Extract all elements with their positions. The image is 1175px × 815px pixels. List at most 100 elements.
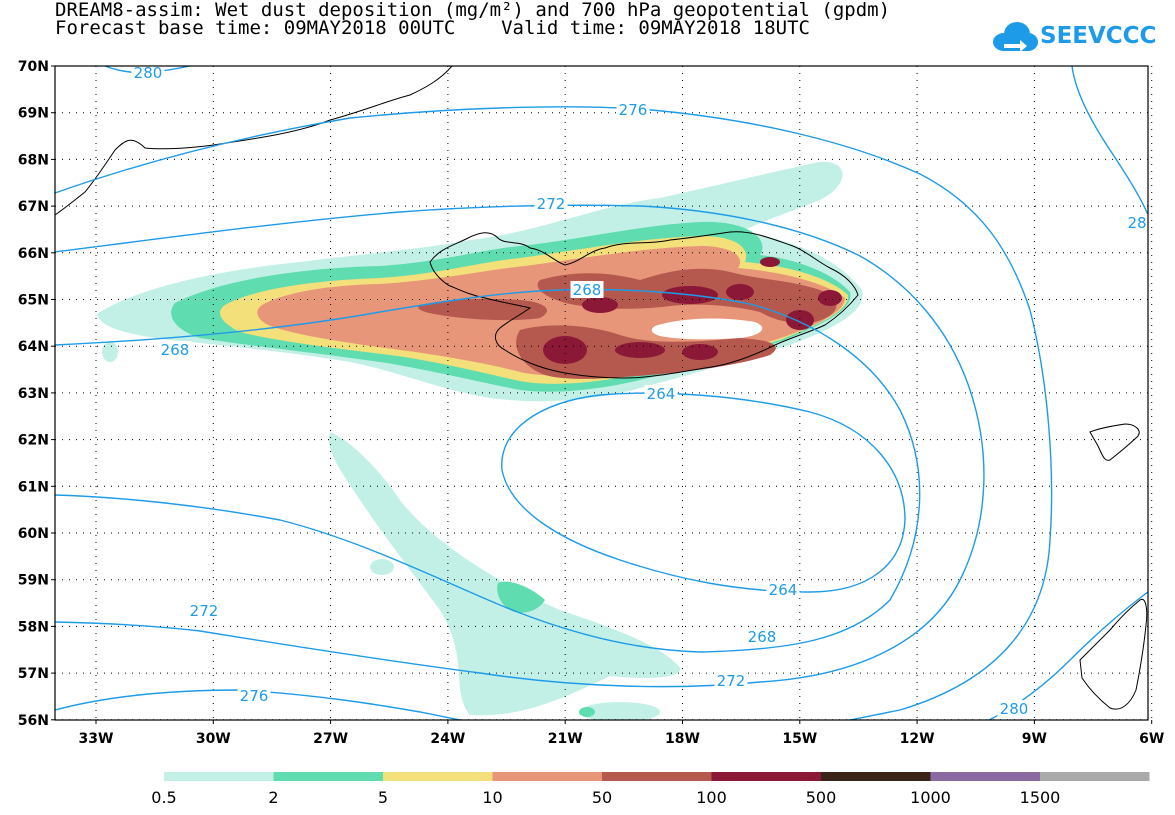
colorbar-label: 2 — [268, 788, 278, 807]
lat-label: 62N — [18, 433, 49, 449]
lat-label: 63N — [18, 386, 49, 402]
dust-deposition-field — [97, 161, 863, 720]
greenland-coast — [55, 66, 453, 216]
lat-label: 56N — [18, 713, 49, 729]
contour-label: 264 — [647, 385, 676, 403]
contour-280-east — [1071, 66, 1148, 216]
lat-label: 69N — [18, 106, 49, 122]
contour-label-bg — [766, 581, 800, 598]
lat-label: 68N — [18, 152, 49, 168]
dust-patch-green — [497, 581, 545, 613]
dust-plume-south — [329, 432, 681, 716]
contour-label: 268 — [573, 281, 602, 299]
colorbar-label: 500 — [806, 788, 837, 807]
lon-label: 18W — [665, 731, 700, 747]
lat-label: 61N — [18, 479, 49, 495]
colorbar-label: 100 — [696, 788, 727, 807]
contour-label-bg — [745, 628, 779, 645]
colorbar-label: 50 — [592, 788, 612, 807]
longitude-axis: 33W 30W 27W 24W 21W 18W 15W 12W 9W 6W — [79, 720, 1164, 747]
lat-label: 67N — [18, 199, 49, 215]
map-title: DREAM8-assim: Wet dust deposition (mg/m²… — [55, 0, 891, 21]
contour-label-bg — [1125, 214, 1149, 231]
coastlines — [55, 66, 1148, 710]
contour-268 — [55, 288, 921, 653]
cloud-icon — [993, 22, 1038, 52]
contour-label: 276 — [619, 101, 648, 119]
contour-label-bg — [714, 672, 748, 689]
contour-label-bg — [997, 700, 1031, 717]
contour-label-bg — [131, 64, 165, 81]
colorbar-swatch — [164, 772, 274, 781]
dust-core — [615, 342, 665, 358]
contour-label-bg — [644, 385, 678, 402]
dust-patch-green — [579, 707, 595, 717]
colorbar-swatch — [821, 772, 931, 781]
contour-264 — [501, 392, 906, 593]
lat-label: 70N — [18, 59, 49, 75]
contour-272-south — [55, 689, 464, 720]
map-subtitle: Forecast base time: 09MAY2018 00UTC Vali… — [55, 17, 810, 39]
scotland-coast — [1079, 598, 1148, 710]
contour-label: 268 — [748, 628, 777, 646]
lon-label: 9W — [1022, 731, 1047, 747]
seevccc-logo: SEEVCCC — [990, 20, 1156, 56]
lon-label: 21W — [548, 731, 583, 747]
contour-label: 28 — [1127, 214, 1146, 232]
contour-label-bg — [616, 101, 650, 118]
lat-label: 58N — [18, 619, 49, 635]
lon-label: 24W — [430, 731, 465, 747]
contour-label: 268 — [161, 341, 190, 359]
colorbar-label: 0.5 — [151, 788, 176, 807]
contour-label: 276 — [240, 687, 269, 705]
contour-label: 272 — [717, 672, 746, 690]
colorbar-swatch — [602, 772, 712, 781]
dust-patch — [102, 342, 118, 362]
colorbar: 0.5 2 5 10 50 100 500 1000 1500 — [151, 772, 1150, 807]
colorbar-label: 5 — [378, 788, 388, 807]
lat-label: 57N — [18, 666, 49, 682]
dust-core — [543, 336, 587, 364]
dust-core — [582, 297, 618, 313]
dust-patch — [370, 559, 394, 575]
dust-core — [726, 284, 754, 300]
lon-label: 27W — [313, 731, 348, 747]
logo-text: SEEVCCC — [1040, 23, 1157, 49]
dust-core — [818, 290, 842, 306]
lat-label: 65N — [18, 293, 49, 309]
contour-label: 272 — [190, 602, 219, 620]
lon-label: 15W — [782, 731, 817, 747]
colorbar-label: 1000 — [910, 788, 951, 807]
contour-labels: 280 276 272 268 268 264 264 268 272 272 276 280 28 — [131, 64, 1149, 718]
contour-276 — [55, 106, 1053, 720]
contour-label-bg — [237, 687, 271, 704]
contour-label-bg — [187, 602, 221, 619]
dust-free-gap — [651, 318, 763, 340]
colorbar-swatch — [711, 772, 821, 781]
contour-label: 272 — [537, 195, 566, 213]
colorbar-label: 10 — [482, 788, 502, 807]
lon-label: 33W — [79, 731, 114, 747]
faroe-coast — [1089, 423, 1140, 461]
contour-label: 280 — [1000, 700, 1029, 718]
lat-label: 64N — [18, 339, 49, 355]
contour-272 — [55, 204, 985, 688]
contour-label: 264 — [769, 581, 798, 599]
colorbar-swatch — [1040, 772, 1150, 781]
lon-label: 30W — [196, 731, 231, 747]
colorbar-swatch — [273, 772, 383, 781]
contour-label-bg — [158, 341, 192, 358]
contour-label-bg — [570, 281, 604, 298]
lon-label: 6W — [1139, 731, 1164, 747]
lat-label: 59N — [18, 573, 49, 589]
colorbar-swatch — [383, 772, 493, 781]
lon-label: 12W — [900, 731, 935, 747]
dust-core — [760, 257, 780, 267]
latitude-axis: 70N 69N 68N 67N 66N 65N 64N 63N 62N 61N 60N 59N 58N 5… — [18, 59, 55, 729]
dust-core — [682, 344, 718, 360]
colorbar-swatch — [930, 772, 1040, 781]
geopotential-contours — [55, 66, 1148, 720]
lat-label: 60N — [18, 526, 49, 542]
dust-patch — [580, 702, 660, 720]
